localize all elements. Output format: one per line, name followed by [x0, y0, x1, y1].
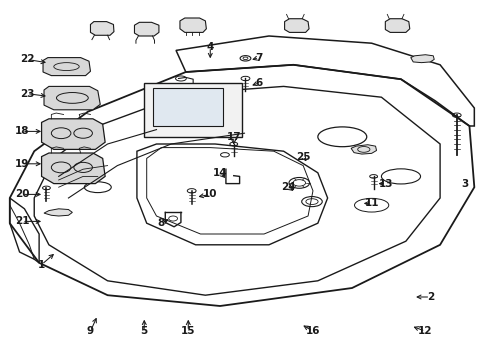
Text: 24: 24 [281, 182, 295, 192]
Polygon shape [43, 58, 90, 76]
Text: 13: 13 [378, 179, 393, 189]
Polygon shape [41, 119, 105, 149]
Polygon shape [41, 153, 105, 184]
Bar [152, 88, 223, 126]
Text: 17: 17 [226, 132, 241, 142]
Polygon shape [284, 19, 308, 32]
Text: 3: 3 [460, 179, 467, 189]
Text: 6: 6 [255, 78, 262, 88]
Text: 5: 5 [141, 326, 147, 336]
Text: 8: 8 [158, 218, 164, 228]
Polygon shape [385, 19, 409, 32]
Text: 9: 9 [87, 326, 94, 336]
Polygon shape [134, 22, 159, 36]
Polygon shape [350, 145, 376, 154]
Text: 12: 12 [417, 326, 432, 336]
Text: 2: 2 [426, 292, 433, 302]
Text: 1: 1 [38, 260, 45, 270]
Polygon shape [410, 55, 433, 63]
Text: 10: 10 [203, 189, 217, 199]
Polygon shape [90, 22, 114, 35]
Text: 22: 22 [20, 54, 34, 64]
Text: 15: 15 [181, 326, 195, 336]
Text: 16: 16 [305, 326, 320, 336]
Polygon shape [180, 18, 206, 32]
Text: 21: 21 [15, 216, 29, 226]
Text: 11: 11 [364, 198, 378, 208]
Text: 23: 23 [20, 89, 34, 99]
Polygon shape [44, 86, 100, 110]
Polygon shape [44, 209, 72, 216]
Text: 7: 7 [255, 53, 263, 63]
Bar [144, 83, 242, 137]
Text: 25: 25 [295, 152, 310, 162]
Text: 20: 20 [15, 189, 29, 199]
Text: 4: 4 [206, 42, 214, 52]
Text: 18: 18 [15, 126, 29, 136]
Text: 14: 14 [212, 168, 227, 178]
Text: 19: 19 [15, 159, 29, 169]
